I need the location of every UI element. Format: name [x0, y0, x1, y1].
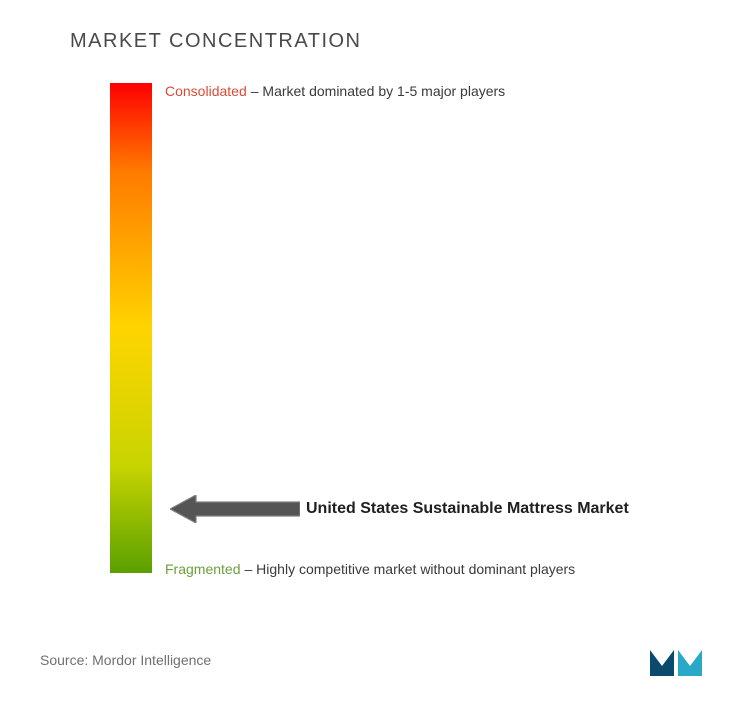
concentration-gradient-bar	[110, 83, 152, 573]
consolidated-key: Consolidated	[165, 83, 247, 99]
fragmented-key: Fragmented	[165, 561, 240, 577]
fragmented-desc: – Highly competitive market without domi…	[244, 561, 575, 577]
arrow-left-icon	[170, 495, 300, 523]
footer: Source: Mordor Intelligence	[40, 640, 712, 680]
fragmented-label: Fragmented – Highly competitive market w…	[165, 561, 575, 577]
consolidated-label: Consolidated – Market dominated by 1-5 m…	[165, 83, 505, 99]
arrow-shape	[170, 495, 300, 523]
market-name: United States Sustainable Mattress Marke…	[306, 500, 629, 518]
market-marker: United States Sustainable Mattress Marke…	[170, 495, 629, 523]
source-text: Source: Mordor Intelligence	[40, 652, 211, 668]
consolidated-desc: – Market dominated by 1-5 major players	[251, 83, 505, 99]
chart-area: Consolidated – Market dominated by 1-5 m…	[40, 83, 712, 603]
chart-title: MARKET CONCENTRATION	[70, 30, 712, 53]
brand-logo-icon	[648, 640, 712, 680]
